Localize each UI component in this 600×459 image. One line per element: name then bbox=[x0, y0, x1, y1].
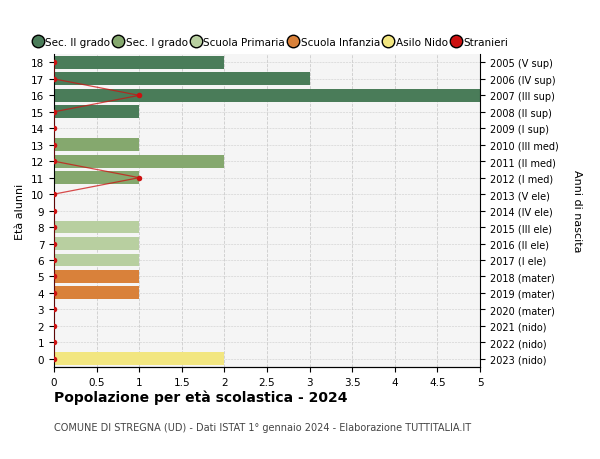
Y-axis label: Anni di nascita: Anni di nascita bbox=[572, 170, 583, 252]
Bar bbox=[54, 172, 139, 185]
Text: Popolazione per età scolastica - 2024: Popolazione per età scolastica - 2024 bbox=[54, 390, 347, 405]
Y-axis label: Età alunni: Età alunni bbox=[16, 183, 25, 239]
Bar bbox=[54, 73, 310, 86]
Bar bbox=[54, 221, 139, 234]
Bar bbox=[54, 139, 139, 152]
Bar bbox=[54, 254, 139, 267]
Bar bbox=[54, 106, 139, 119]
Legend: Sec. II grado, Sec. I grado, Scuola Primaria, Scuola Infanzia, Asilo Nido, Stran: Sec. II grado, Sec. I grado, Scuola Prim… bbox=[29, 34, 512, 52]
Text: COMUNE DI STREGNA (UD) - Dati ISTAT 1° gennaio 2024 - Elaborazione TUTTITALIA.IT: COMUNE DI STREGNA (UD) - Dati ISTAT 1° g… bbox=[54, 422, 471, 432]
Bar bbox=[54, 287, 139, 300]
Bar bbox=[54, 156, 224, 168]
Bar bbox=[54, 238, 139, 251]
Bar bbox=[54, 57, 224, 70]
Bar bbox=[54, 90, 480, 102]
Bar bbox=[54, 353, 224, 365]
Bar bbox=[54, 270, 139, 283]
